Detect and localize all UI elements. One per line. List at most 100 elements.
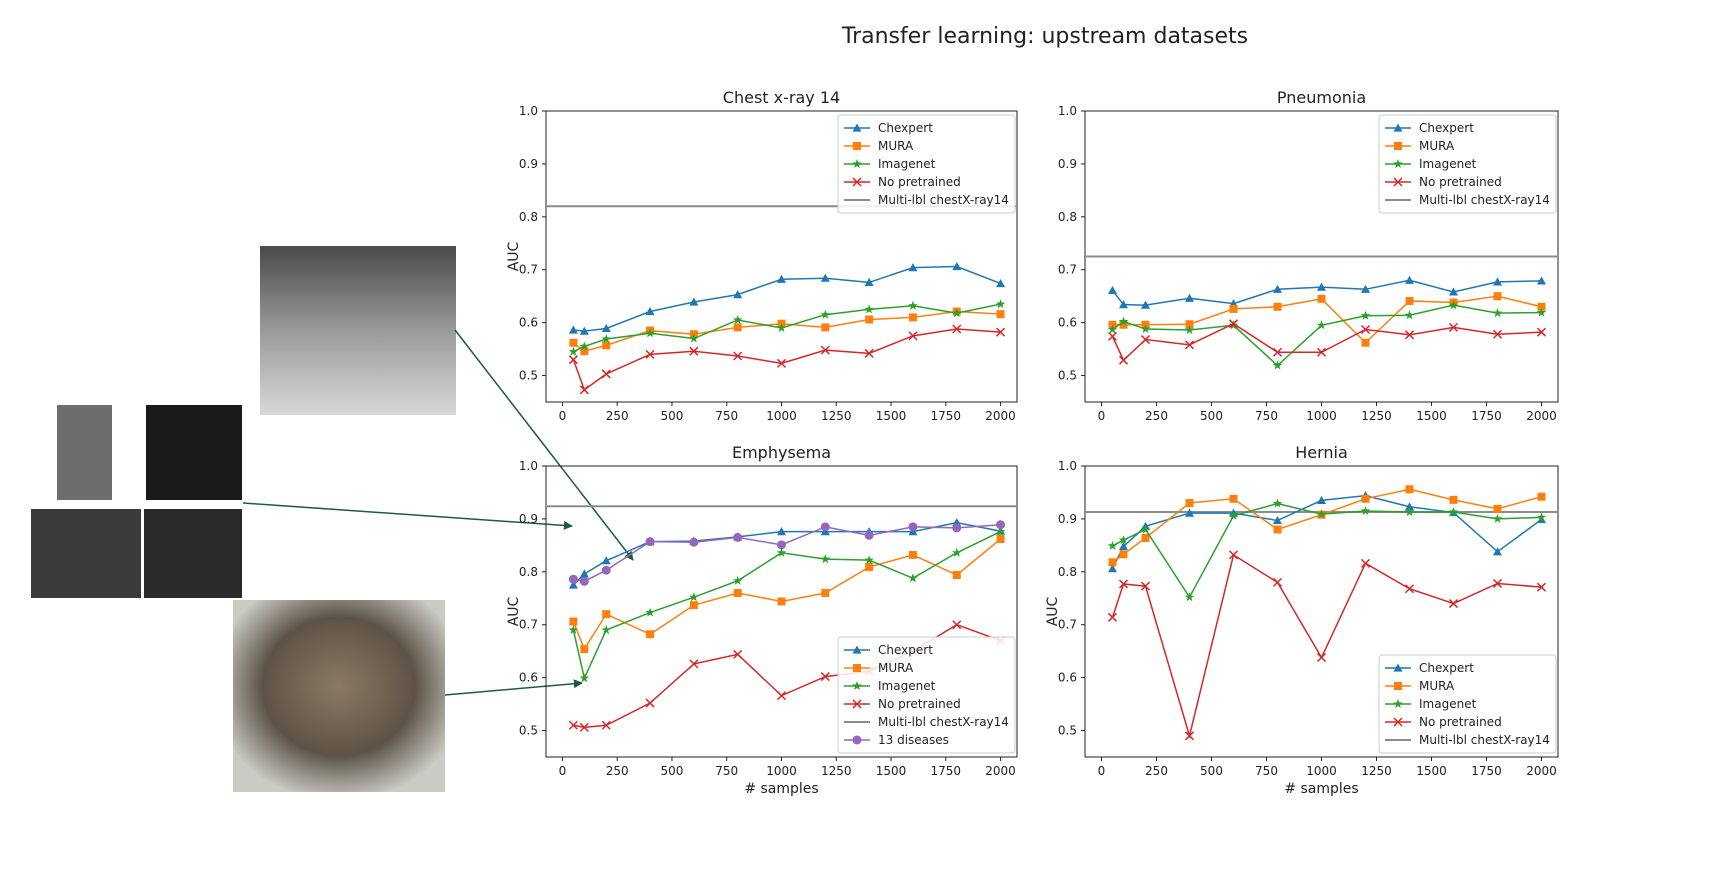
x-tick-label: 1250: [1361, 409, 1392, 423]
legend-label: Imagenet: [878, 679, 936, 693]
data-point: [1317, 294, 1326, 303]
y-axis-label: AUC: [1045, 596, 1061, 626]
legend-label: No pretrained: [1419, 175, 1502, 189]
x-tick-label: 250: [606, 764, 629, 778]
y-tick-label: 0.8: [1058, 565, 1077, 579]
data-point: [1273, 284, 1282, 293]
data-point: [908, 573, 918, 583]
data-point: [777, 274, 786, 283]
data-point: [568, 325, 578, 334]
y-tick-label: 0.5: [1058, 724, 1077, 738]
legend-marker: [852, 159, 862, 168]
x-tick-label: 2000: [1526, 764, 1557, 778]
data-point: [579, 576, 589, 586]
data-point: [580, 347, 589, 356]
data-point: [645, 349, 655, 359]
data-point: [996, 535, 1005, 544]
data-point: [952, 262, 962, 271]
series-imagenet: [568, 526, 1006, 683]
legend: Chexpert MURA Imagenet No pretrained Multi-l…: [837, 114, 1016, 214]
data-point: [908, 331, 918, 341]
data-point: [1184, 592, 1195, 602]
data-point: [1361, 284, 1370, 293]
data-point: [601, 334, 611, 344]
data-point: [579, 569, 589, 578]
x-tick-label: 1250: [821, 764, 852, 778]
data-point: [1119, 550, 1128, 559]
legend-marker: [1394, 142, 1402, 150]
x-tick-label: 2000: [985, 764, 1016, 778]
y-tick-label: 0.9: [1058, 157, 1077, 171]
legend-marker: [1394, 682, 1402, 690]
data-point: [689, 346, 699, 356]
data-point: [908, 263, 918, 272]
series-no-pretrained: [1107, 319, 1547, 365]
series-imagenet: [1107, 300, 1547, 370]
x-tick-label: 250: [1145, 764, 1168, 778]
data-point: [1107, 324, 1118, 334]
data-point: [601, 556, 611, 565]
data-point: [645, 698, 655, 708]
legend-label: No pretrained: [1419, 715, 1502, 729]
legend-marker: [852, 681, 862, 690]
subplot-title: Hernia: [1295, 443, 1348, 462]
data-point: [1449, 495, 1458, 504]
y-tick-label: 0.7: [519, 618, 538, 632]
x-tick-label: 500: [1200, 409, 1223, 423]
data-point: [1537, 276, 1546, 285]
arm-implant-xray-image: [146, 405, 242, 500]
data-point: [1405, 296, 1414, 305]
legend-marker: [1393, 123, 1403, 132]
data-point: [1492, 308, 1503, 318]
data-point: [1107, 612, 1118, 622]
data-point: [1360, 558, 1371, 568]
data-point: [568, 625, 579, 635]
data-point: [1273, 525, 1282, 534]
series-chexpert: [568, 262, 1006, 335]
data-point: [733, 323, 742, 332]
data-point: [1140, 335, 1151, 345]
data-point: [908, 300, 918, 310]
data-point: [1537, 302, 1546, 311]
data-point: [1493, 504, 1502, 513]
data-point: [1360, 310, 1371, 320]
x-tick-label: 750: [715, 764, 738, 778]
data-point: [1316, 320, 1327, 330]
data-point: [1228, 510, 1239, 520]
data-point: [1119, 320, 1128, 329]
legend-marker: [853, 664, 861, 672]
data-point: [1404, 310, 1415, 320]
data-point: [569, 617, 578, 626]
series-line: [572, 310, 1001, 353]
data-point: [732, 315, 743, 324]
series-chexpert: [1108, 275, 1546, 309]
data-point: [645, 607, 655, 617]
arm-xray-image: [57, 405, 112, 500]
data-point: [1107, 331, 1118, 341]
data-point: [776, 322, 787, 332]
data-point: [1140, 581, 1151, 591]
data-point: [1404, 584, 1415, 594]
legend-marker: [1393, 177, 1403, 187]
data-point: [820, 345, 830, 355]
legend: Chexpert MURA Imagenet No pretrained Multi-l…: [1378, 114, 1557, 214]
data-point: [777, 597, 786, 606]
series-no-pretrained: [1107, 550, 1547, 741]
y-tick-label: 0.9: [519, 157, 538, 171]
data-point: [864, 348, 874, 358]
data-point: [1405, 502, 1414, 511]
y-tick-label: 0.6: [1058, 671, 1077, 685]
y-tick-label: 0.8: [519, 210, 538, 224]
x-tick-label: 250: [606, 409, 629, 423]
subplot-chest-x-ray-14: Chest x-ray 14 0.5 0.6 0.7 0.8 0.9 1.0 0 250 500 7…: [506, 88, 1018, 423]
x-tick-label: 1750: [1471, 409, 1502, 423]
y-tick-label: 1.0: [1058, 104, 1077, 118]
data-point: [908, 522, 918, 532]
data-point: [1492, 578, 1503, 588]
legend-label: Imagenet: [1419, 157, 1477, 171]
data-point: [579, 326, 589, 335]
legend-marker: [852, 645, 862, 654]
legend-label: Imagenet: [878, 157, 936, 171]
data-point: [1448, 507, 1459, 517]
